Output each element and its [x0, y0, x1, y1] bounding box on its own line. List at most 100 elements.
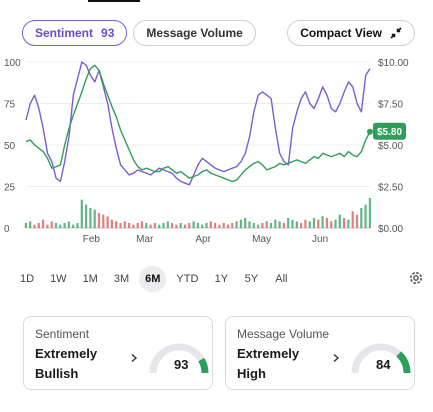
volume-bar — [278, 221, 281, 228]
tab-message-volume[interactable]: Message Volume — [133, 20, 256, 46]
range-1d[interactable]: 1D — [20, 273, 35, 285]
sentiment-card[interactable]: Sentiment Extremely Bullish 93 — [23, 316, 213, 390]
volume-bar — [343, 218, 346, 228]
volume-bar — [179, 223, 182, 228]
volume-bar — [192, 221, 195, 228]
volume-bar — [364, 204, 367, 228]
price-label-text: $5.80 — [377, 127, 402, 138]
tab-sentiment-count: 93 — [101, 26, 115, 40]
sentiment-price-chart: 100 75 50 25 0 $10.00 $7.50 $5.00 $2.50 $0.00 Feb M… — [4, 58, 409, 245]
volume-bar — [334, 219, 337, 228]
range-5y[interactable]: 5Y — [244, 273, 259, 285]
range-6m[interactable]: 6M — [139, 266, 167, 292]
chart-tabs: Sentiment 93 Message Volume — [22, 20, 256, 46]
volume-bar — [153, 223, 156, 228]
volume-bar — [158, 224, 161, 228]
volume-bar — [325, 218, 328, 228]
tab-sentiment-label: Sentiment — [35, 26, 94, 40]
range-1w[interactable]: 1W — [50, 273, 67, 285]
right-axis-tick: $2.50 — [378, 183, 403, 194]
message-volume-card[interactable]: Message Volume Extremely High 84 — [225, 316, 415, 390]
left-axis-tick: 100 — [4, 58, 21, 69]
volume-bar — [347, 219, 350, 228]
compact-view-button[interactable]: Compact View — [287, 20, 415, 46]
volume-bar — [291, 219, 294, 228]
volume-bar — [24, 223, 27, 228]
x-axis-tick: May — [252, 234, 271, 245]
volume-bar — [67, 221, 70, 228]
volume-bar — [257, 224, 260, 228]
volume-bar — [252, 223, 255, 228]
volume-bar — [351, 211, 354, 228]
range-1m[interactable]: 1M — [82, 273, 98, 285]
volume-bar — [188, 223, 191, 228]
volume-bar — [89, 208, 92, 228]
volume-bar — [205, 223, 208, 228]
volume-bar — [63, 223, 66, 228]
sentiment-card-value-line2: Bullish — [35, 366, 79, 381]
gear-icon[interactable] — [408, 270, 424, 286]
volume-bar — [261, 223, 264, 228]
x-axis-tick: Feb — [83, 234, 101, 245]
volume-bar — [115, 221, 118, 228]
volume-bar — [72, 224, 75, 228]
header-underline — [88, 0, 140, 2]
volume-bar — [235, 221, 238, 228]
volume-bar — [29, 221, 32, 228]
volume-bar — [46, 224, 49, 228]
volume-bar — [330, 221, 333, 228]
volume-bar — [248, 221, 251, 228]
left-axis-tick: 0 — [4, 224, 10, 235]
right-axis-tick: $5.00 — [378, 141, 403, 152]
volume-bar — [110, 219, 113, 228]
volume-bar — [274, 219, 277, 228]
volume-bar — [317, 219, 320, 228]
volume-bar — [132, 224, 135, 228]
volume-bar — [119, 223, 122, 228]
left-axis-tick: 25 — [4, 183, 16, 194]
gauge-fill — [198, 357, 209, 374]
volume-bar — [136, 223, 139, 228]
price-label: $5.80 — [373, 122, 406, 140]
volume-bar — [269, 223, 273, 228]
message-volume-card-value-line2: High — [237, 366, 266, 381]
compact-view-label: Compact View — [300, 26, 382, 40]
volume-bar — [80, 199, 83, 228]
volume-bar — [282, 223, 285, 228]
right-axis-tick: $0.00 — [378, 224, 403, 235]
volume-bar — [166, 221, 169, 228]
volume-bar — [239, 219, 242, 228]
volume-bar — [37, 223, 40, 228]
sentiment-gauge — [149, 343, 209, 374]
message-volume-card-title: Message Volume — [237, 327, 330, 341]
sentiment-card-value: Extremely Bullish — [35, 344, 125, 384]
sentiment-line — [25, 61, 371, 186]
volume-bar — [321, 216, 324, 228]
volume-bar — [218, 224, 221, 228]
volume-bar — [140, 221, 144, 228]
sentiment-card-value-line1: Extremely — [35, 346, 98, 361]
sentiment-card-title: Sentiment — [35, 327, 90, 341]
volume-bar — [312, 218, 316, 228]
range-3m[interactable]: 3M — [113, 273, 130, 285]
x-axis-tick: Mar — [136, 234, 154, 245]
volume-bar — [123, 221, 126, 228]
volume-bar — [231, 223, 234, 228]
range-ytd[interactable]: YTD — [176, 273, 199, 285]
volume-bar — [338, 214, 341, 228]
volume-bar — [97, 213, 101, 228]
volume-bar — [171, 223, 174, 228]
x-axis-tick: Apr — [195, 234, 211, 245]
volume-bar — [175, 224, 178, 228]
volume-bar — [295, 221, 298, 228]
volume-bar — [209, 221, 212, 228]
volume-bar — [300, 223, 303, 228]
sentiment-gauge-score: 93 — [174, 357, 189, 372]
tab-message-volume-label: Message Volume — [146, 26, 243, 40]
tab-sentiment[interactable]: Sentiment 93 — [22, 20, 128, 46]
range-all[interactable]: All — [275, 273, 288, 285]
volume-bar — [360, 208, 363, 228]
range-1y[interactable]: 1Y — [214, 273, 229, 285]
volume-bar — [214, 223, 217, 228]
right-axis-tick: $10.00 — [378, 58, 409, 69]
